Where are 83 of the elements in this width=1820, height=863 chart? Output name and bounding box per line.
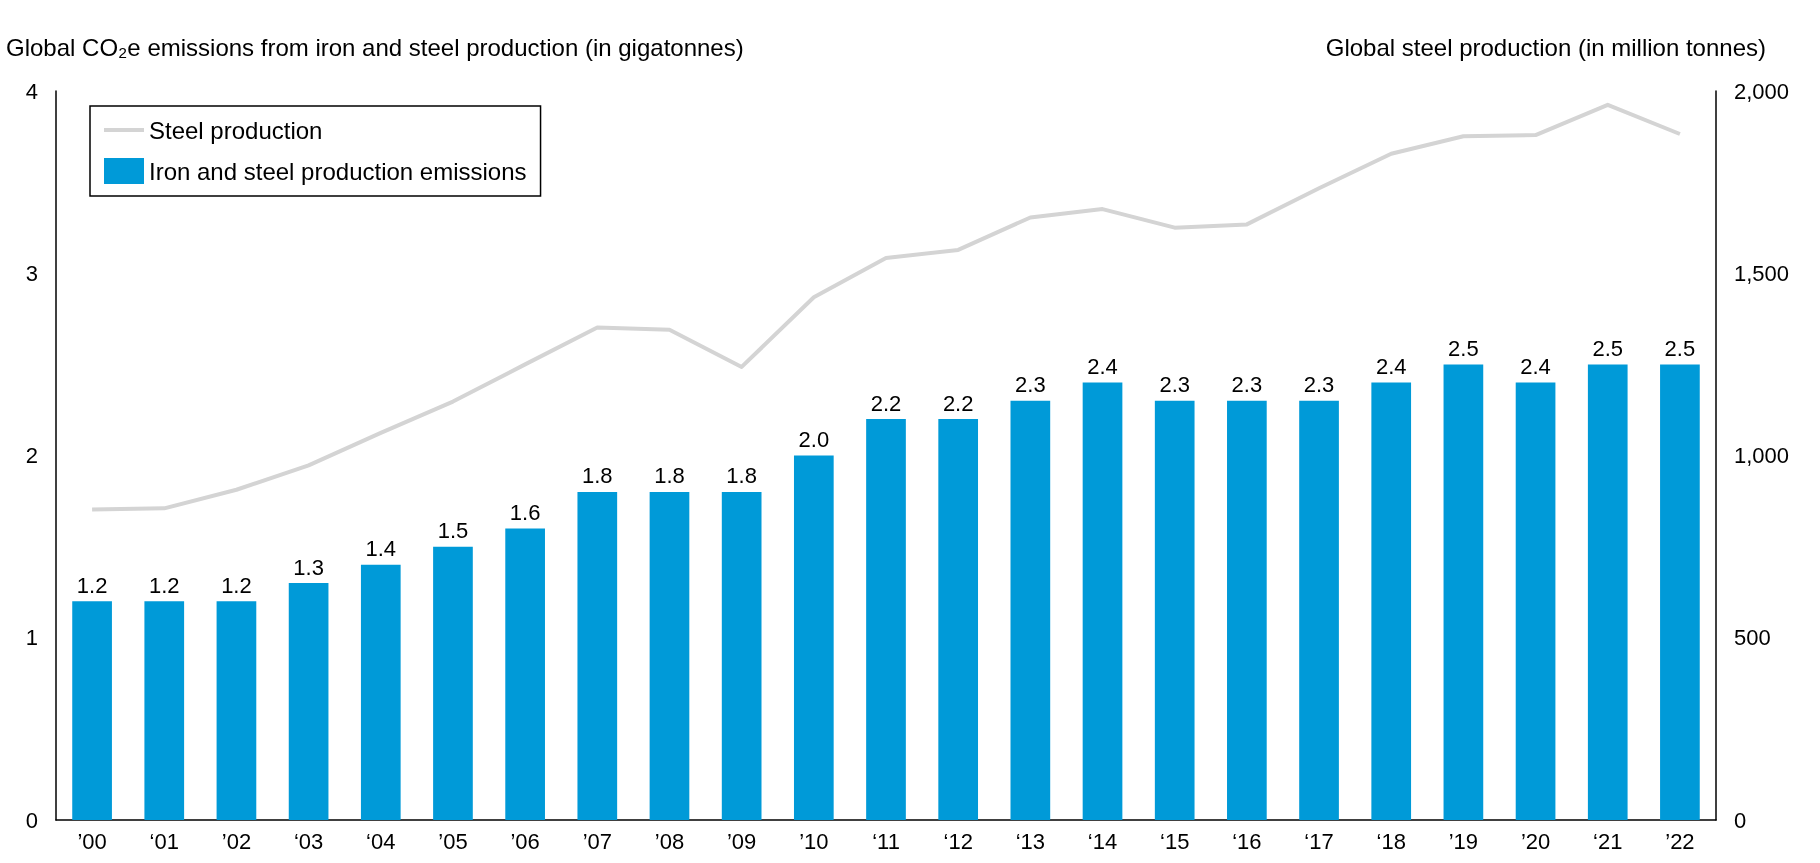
bar (216, 601, 257, 820)
x-tick-label: ’22 (1665, 828, 1695, 854)
data-label: 1.2 (221, 572, 252, 598)
data-label: 1.2 (148, 572, 180, 598)
bar (1660, 364, 1700, 820)
y-tick-label: 2 (25, 443, 38, 468)
y-tick-label: 4 (25, 78, 38, 104)
bar (433, 546, 473, 820)
bar (1443, 364, 1484, 820)
x-tick-label: ‘13 (1015, 828, 1046, 854)
data-label: 2.4 (1520, 354, 1551, 380)
data-label: 2.3 (1159, 372, 1190, 398)
x-tick-label: ‘14 (1087, 828, 1118, 854)
bar (1154, 400, 1195, 820)
data-label: 2.5 (1448, 335, 1479, 361)
y2-axis-title: Global steel production (in million tonnes) (1325, 33, 1766, 61)
bar (1227, 400, 1267, 820)
y2-tick-label: 1,000 (1734, 443, 1790, 468)
data-label: 2.4 (1375, 354, 1407, 380)
x-tick-label: ‘01 (149, 828, 179, 854)
x-tick-label: ‘12 (943, 828, 973, 854)
data-label: 2.5 (1592, 335, 1624, 361)
legend-label: Steel production (149, 116, 323, 144)
data-label: 1.8 (726, 463, 757, 489)
x-tick-label: ’08 (654, 828, 685, 854)
legend-label: Iron and steel production emissions (149, 157, 527, 185)
x-tick-label: ‘18 (1376, 828, 1406, 854)
bar (72, 601, 112, 820)
bar (1082, 382, 1123, 820)
x-tick-label: ‘11 (872, 828, 900, 854)
data-label: 1.8 (582, 463, 613, 489)
bar (144, 601, 185, 820)
data-label: 2.3 (1231, 372, 1263, 398)
bar (1010, 400, 1051, 820)
data-label: 1.5 (437, 518, 469, 544)
bar (649, 491, 690, 820)
data-label: 1.6 (509, 499, 541, 525)
x-tick-label: ‘15 (1160, 828, 1190, 854)
bar (1371, 382, 1412, 820)
bar (577, 491, 618, 820)
y-axis-title: Global CO₂e emissions from iron and steel production (in gigatonnes) (6, 33, 744, 61)
bar (288, 583, 329, 820)
data-label: 2.2 (870, 390, 902, 416)
data-label: 1.2 (76, 572, 108, 598)
data-label: 2.2 (942, 390, 974, 416)
y-tick-label: 1 (25, 625, 38, 651)
data-label: 2.3 (1015, 372, 1046, 398)
bar (360, 564, 401, 820)
x-tick-label: ’10 (799, 828, 829, 854)
x-tick-label: ‘17 (1304, 828, 1334, 854)
y2-tick-label: 1,500 (1734, 260, 1790, 286)
y-tick-label: 0 (25, 807, 38, 833)
bar (721, 491, 762, 820)
bar (1587, 364, 1628, 820)
bar (1299, 400, 1339, 820)
data-label: 1.4 (365, 536, 397, 562)
x-tick-label: ’09 (726, 828, 757, 854)
y-tick-label: 3 (25, 260, 38, 286)
x-tick-label: ’06 (510, 828, 540, 854)
x-tick-label: ‘03 (293, 828, 324, 854)
bar (938, 419, 979, 820)
bar (866, 419, 906, 820)
y2-tick-label: 500 (1734, 625, 1771, 651)
data-label: 1.3 (293, 554, 324, 580)
y2-tick-label: 0 (1734, 807, 1747, 833)
x-tick-label: ’05 (438, 828, 468, 854)
x-tick-label: ‘16 (1232, 828, 1262, 854)
x-tick-label: ’19 (1448, 828, 1479, 854)
data-label: 2.4 (1087, 354, 1118, 380)
x-tick-label: ’20 (1520, 828, 1551, 854)
x-tick-label: ’02 (221, 828, 252, 854)
data-label: 2.0 (798, 427, 830, 452)
x-tick-label: ’00 (77, 828, 107, 854)
bar (1515, 382, 1556, 820)
data-label: 1.8 (654, 463, 685, 489)
bar (505, 528, 545, 820)
bar (793, 455, 834, 820)
x-tick-label: ’07 (582, 828, 612, 854)
x-tick-label: ‘21 (1593, 828, 1623, 854)
y2-tick-label: 2,000 (1734, 78, 1790, 104)
x-tick-label: ‘04 (366, 828, 396, 854)
data-label: 2.3 (1303, 372, 1335, 398)
data-label: 2.5 (1664, 335, 1696, 361)
